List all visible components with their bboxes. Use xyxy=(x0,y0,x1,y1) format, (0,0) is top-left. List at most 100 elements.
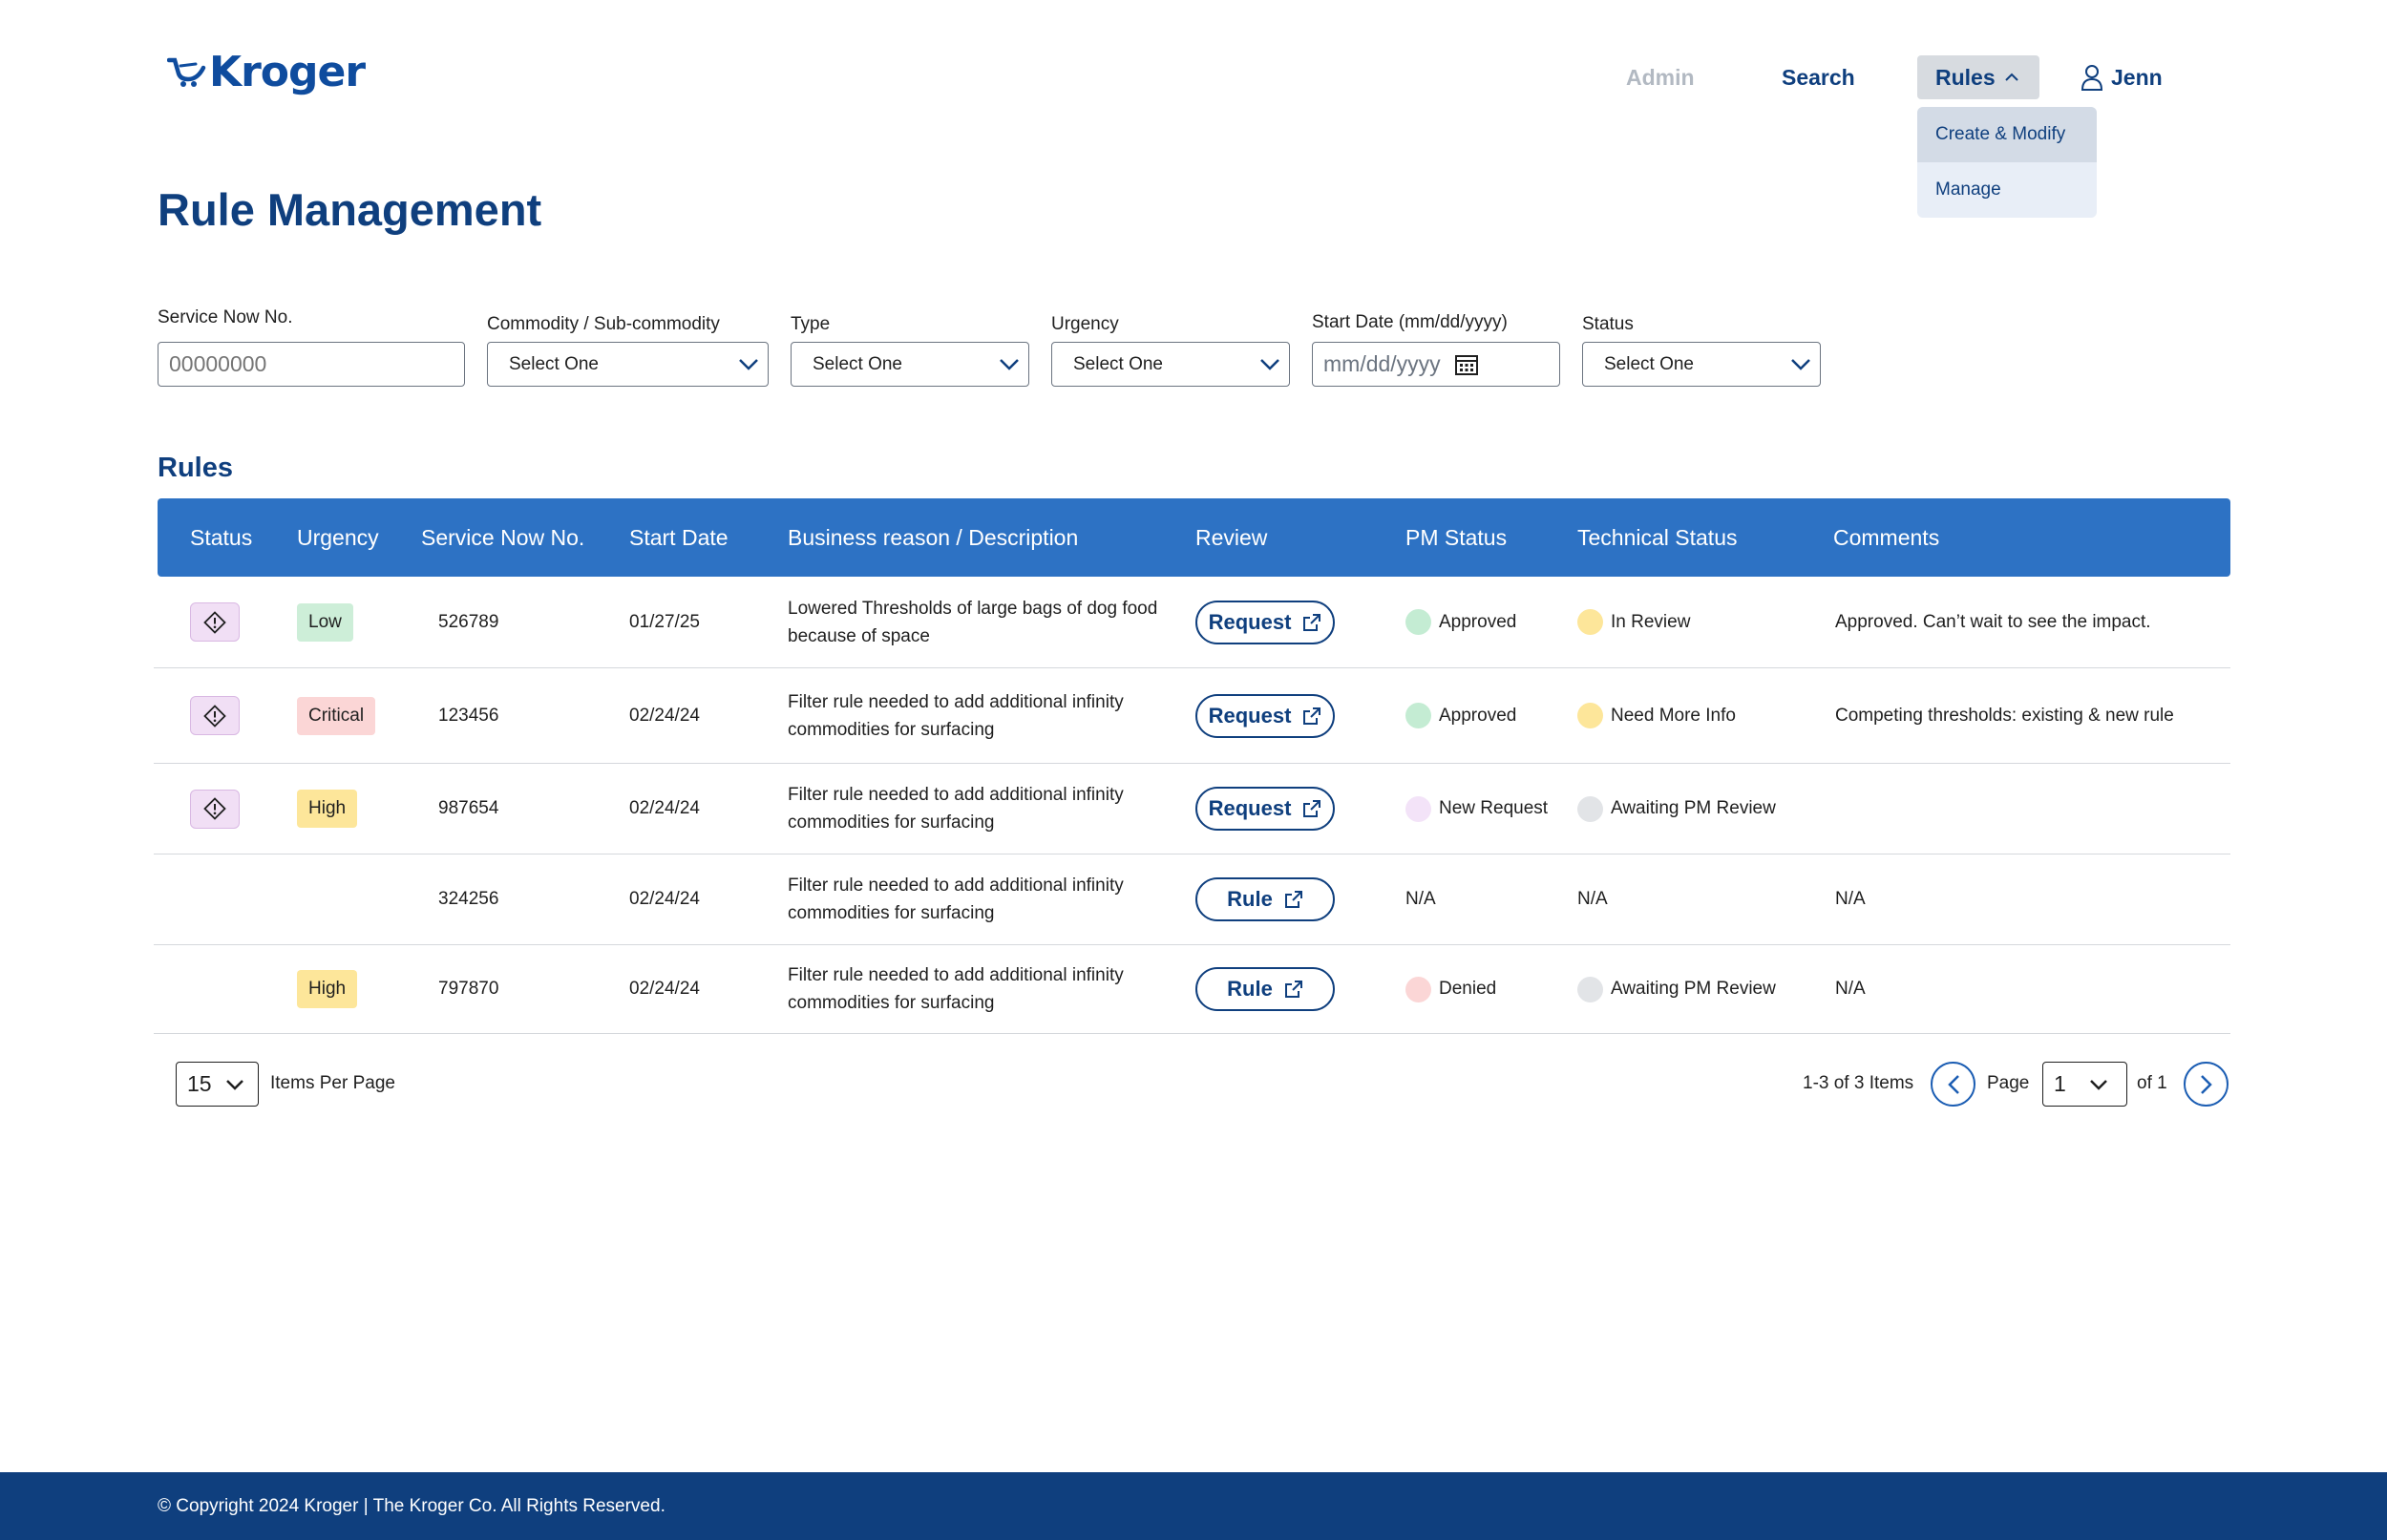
calendar-icon[interactable] xyxy=(1454,353,1479,376)
comments-cell: N/A xyxy=(1835,979,1866,999)
review-request-button[interactable]: Request xyxy=(1195,600,1335,644)
nav-admin[interactable]: Admin xyxy=(1626,64,1695,90)
technical-status-cell: N/A xyxy=(1577,854,1608,944)
service-now-cell: 123456 xyxy=(438,705,499,726)
status-value: Select One xyxy=(1604,353,1694,374)
chevron-down-icon xyxy=(2089,1079,2107,1090)
alert-icon[interactable] xyxy=(190,602,240,642)
table-row: Critical 123456 02/24/24 Filter rule needed… xyxy=(154,668,2230,764)
pm-status-dot xyxy=(1405,795,1431,822)
user-icon xyxy=(2081,65,2103,91)
pm-status-dot xyxy=(1405,976,1431,1002)
col-header-urgency[interactable]: Urgency xyxy=(297,524,379,550)
urgency-badge: High xyxy=(297,970,358,1008)
review-button-label: Request xyxy=(1208,796,1292,820)
technical-status-cell: Awaiting PM Review xyxy=(1577,764,1776,854)
external-link-icon xyxy=(1284,980,1303,999)
service-now-cell: 526789 xyxy=(438,611,499,632)
status-cell xyxy=(190,764,240,854)
menu-item-create-modify[interactable]: Create & Modify xyxy=(1917,107,2097,162)
rules-section-title: Rules xyxy=(158,453,233,483)
technical-status-dot xyxy=(1577,703,1603,728)
user-name: Jenn xyxy=(2111,64,2163,90)
service-now-input[interactable] xyxy=(158,351,464,377)
chevron-down-icon xyxy=(1782,358,1820,370)
nav-search[interactable]: Search xyxy=(1782,64,1855,90)
type-select[interactable]: Select One xyxy=(791,342,1029,387)
pm-status-text: Approved xyxy=(1439,705,1517,726)
start-date-cell: 02/24/24 xyxy=(629,889,700,909)
service-now-field xyxy=(158,342,465,387)
items-per-page-label: Items Per Page xyxy=(270,1073,395,1093)
status-cell xyxy=(190,577,240,667)
urgency-badge: Low xyxy=(297,602,353,642)
commodity-select[interactable]: Select One xyxy=(487,342,769,387)
technical-status-text: N/A xyxy=(1577,889,1608,909)
pm-status-cell: Approved xyxy=(1405,577,1516,667)
type-value: Select One xyxy=(813,353,902,374)
start-date-field[interactable]: mm/dd/yyyy xyxy=(1312,342,1560,387)
review-button-label: Rule xyxy=(1227,977,1273,1001)
next-page-button[interactable] xyxy=(2184,1062,2229,1107)
col-header-technical-status[interactable]: Technical Status xyxy=(1577,524,1738,550)
comments-cell: Approved. Can’t wait to see the impact. xyxy=(1835,611,2151,632)
pm-status-text: Denied xyxy=(1439,979,1497,999)
menu-item-manage[interactable]: Manage xyxy=(1935,179,2001,200)
technical-status-dot xyxy=(1577,795,1603,822)
pm-status-text: N/A xyxy=(1405,889,1436,909)
col-header-start-date[interactable]: Start Date xyxy=(629,524,729,550)
col-header-review[interactable]: Review xyxy=(1195,524,1268,550)
service-now-label: Service Now No. xyxy=(158,307,293,327)
start-date-cell: 01/27/25 xyxy=(629,611,700,632)
urgency-cell: Critical xyxy=(297,668,376,763)
chevron-right-icon xyxy=(2200,1074,2212,1094)
start-date-cell: 02/24/24 xyxy=(629,798,700,818)
chevron-left-icon xyxy=(1947,1074,1959,1094)
type-label: Type xyxy=(791,314,831,334)
items-per-page-select[interactable]: 15 xyxy=(176,1062,259,1107)
chevron-up-icon xyxy=(2004,73,2018,81)
review-button-label: Rule xyxy=(1227,887,1273,911)
page-title: Rule Management xyxy=(158,184,542,235)
chevron-down-icon xyxy=(990,358,1028,370)
copyright-text: © Copyright 2024 Kroger | The Kroger Co.… xyxy=(158,1495,665,1516)
previous-page-button[interactable] xyxy=(1931,1062,1975,1107)
external-link-icon xyxy=(1284,890,1303,909)
urgency-cell: High xyxy=(297,764,358,854)
description-text: Filter rule needed to add additional inf… xyxy=(788,965,1124,1013)
nav-rules-menu-button[interactable]: Rules xyxy=(1917,55,2039,99)
start-date-cell: 02/24/24 xyxy=(629,979,700,999)
review-cell: Request xyxy=(1195,764,1335,854)
urgency-badge: High xyxy=(297,790,358,828)
description-cell: Lowered Thresholds of large bags of dog … xyxy=(788,577,1170,667)
table-row: High 987654 02/24/24 Filter rule needed to … xyxy=(154,764,2230,854)
description-cell: Filter rule needed to add additional inf… xyxy=(788,764,1170,854)
pm-status-cell: N/A xyxy=(1405,854,1436,944)
table-row: High 797870 02/24/24 Filter rule needed to … xyxy=(154,945,2230,1034)
user-menu[interactable]: Jenn xyxy=(2081,55,2163,99)
urgency-select[interactable]: Select One xyxy=(1051,342,1290,387)
description-text: Lowered Thresholds of large bags of dog … xyxy=(788,598,1158,646)
review-request-button[interactable]: Request xyxy=(1195,693,1335,738)
status-select[interactable]: Select One xyxy=(1582,342,1821,387)
commodity-label: Commodity / Sub-commodity xyxy=(487,314,720,334)
start-date-label: Start Date (mm/dd/yyyy) xyxy=(1312,312,1508,332)
alert-icon[interactable] xyxy=(190,789,240,829)
pm-status-cell: Approved xyxy=(1405,668,1516,763)
col-header-comments[interactable]: Comments xyxy=(1833,524,1940,550)
page-select[interactable]: 1 xyxy=(2042,1062,2127,1107)
review-cell: Request xyxy=(1195,577,1335,667)
col-header-description[interactable]: Business reason / Description xyxy=(788,524,1079,550)
technical-status-cell: Awaiting PM Review xyxy=(1577,945,1776,1033)
review-request-button[interactable]: Request xyxy=(1195,787,1335,831)
col-header-service-now[interactable]: Service Now No. xyxy=(421,524,585,550)
kroger-logo[interactable]: Kroger xyxy=(167,38,366,105)
col-header-pm-status[interactable]: PM Status xyxy=(1405,524,1508,550)
description-text: Filter rule needed to add additional inf… xyxy=(788,691,1124,740)
review-rule-button[interactable]: Rule xyxy=(1195,877,1335,921)
col-header-status[interactable]: Status xyxy=(190,524,253,550)
review-rule-button[interactable]: Rule xyxy=(1195,967,1335,1011)
alert-icon[interactable] xyxy=(190,696,240,735)
comments-cell: N/A xyxy=(1835,889,1866,909)
review-cell: Rule xyxy=(1195,945,1335,1033)
